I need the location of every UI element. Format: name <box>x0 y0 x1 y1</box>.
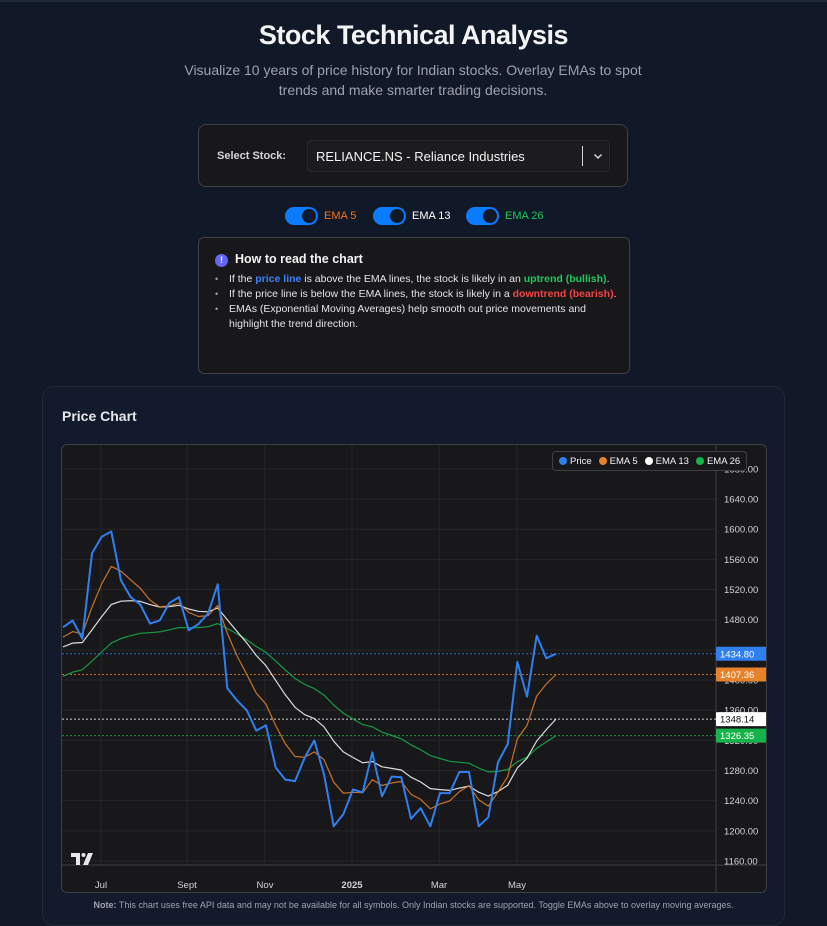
top-border <box>0 0 827 2</box>
svg-text:2025: 2025 <box>341 880 363 891</box>
how-to-read-card: ! How to read the chart If the price lin… <box>198 237 630 374</box>
toggle-ema-26[interactable]: EMA 26 <box>466 206 544 226</box>
toggle-ema-5[interactable]: EMA 5 <box>285 206 356 226</box>
ema-26-label: EMA 26 <box>505 210 544 222</box>
ema-5-label: EMA 5 <box>324 210 357 222</box>
svg-text:1434.80: 1434.80 <box>720 649 754 660</box>
stock-select-dropdown[interactable]: RELIANCE.NS - Reliance Industries <box>307 140 610 172</box>
legend-ema-26[interactable]: EMA 26 <box>695 456 740 467</box>
select-separator <box>582 146 583 166</box>
ema-toggles: EMA 5 EMA 13 EMA 26 <box>0 206 827 226</box>
svg-text:1348.14: 1348.14 <box>720 715 754 726</box>
svg-text:Mar: Mar <box>431 880 447 891</box>
ema-5-switch[interactable] <box>285 207 318 225</box>
ema-13-label: EMA 13 <box>412 210 451 222</box>
svg-text:1600.00: 1600.00 <box>724 525 758 536</box>
svg-text:1560.00: 1560.00 <box>724 555 758 566</box>
select-stock-label: Select Stock: <box>217 150 287 162</box>
legend-ema-5[interactable]: EMA 5 <box>598 456 638 467</box>
price-line-highlight: price line <box>255 273 302 285</box>
legend-price[interactable]: Price <box>559 456 592 467</box>
info-item-ema-explanation: EMAs (Exponential Moving Averages) help … <box>213 302 618 332</box>
chart-canvas[interactable]: 1160.001200.001240.001280.001320.001360.… <box>62 445 767 893</box>
ema-26-switch[interactable] <box>466 207 499 225</box>
svg-text:1480.00: 1480.00 <box>724 615 758 626</box>
svg-text:1407.36: 1407.36 <box>720 670 754 681</box>
svg-text:1240.00: 1240.00 <box>724 796 758 807</box>
info-item-downtrend: If the price line is below the EMA lines… <box>213 287 618 302</box>
svg-text:Nov: Nov <box>257 880 274 891</box>
info-list: If the price line is above the EMA lines… <box>213 272 618 332</box>
svg-text:Jul: Jul <box>95 880 107 891</box>
info-exclamation-icon: ! <box>215 254 228 267</box>
stock-selector-card: Select Stock: RELIANCE.NS - Reliance Ind… <box>198 124 628 187</box>
svg-text:1280.00: 1280.00 <box>724 766 758 777</box>
svg-text:1326.35: 1326.35 <box>720 731 754 742</box>
ema-13-switch[interactable] <box>373 207 406 225</box>
page-subtitle: Visualize 10 years of price history for … <box>184 62 642 98</box>
svg-text:1200.00: 1200.00 <box>724 826 758 837</box>
chart-title: Price Chart <box>62 408 137 424</box>
svg-text:1160.00: 1160.00 <box>724 857 758 868</box>
uptrend-highlight: uptrend (bullish) <box>523 273 607 285</box>
tradingview-logo-icon[interactable] <box>71 853 95 865</box>
info-item-uptrend: If the price line is above the EMA lines… <box>213 272 618 287</box>
svg-text:May: May <box>508 880 526 891</box>
svg-text:Sept: Sept <box>177 880 197 891</box>
chart-legend: Price EMA 5 EMA 13 EMA 26 <box>552 451 748 471</box>
svg-text:1360.00: 1360.00 <box>724 706 758 717</box>
svg-text:1520.00: 1520.00 <box>724 585 758 596</box>
chevron-down-icon[interactable] <box>591 149 605 163</box>
legend-ema-13[interactable]: EMA 13 <box>644 456 689 467</box>
selected-stock-value: RELIANCE.NS - Reliance Industries <box>316 149 525 164</box>
chart-note: Note: This chart uses free API data and … <box>93 900 734 910</box>
toggle-ema-13[interactable]: EMA 13 <box>373 206 451 226</box>
page-title: Stock Technical Analysis <box>258 20 569 50</box>
info-title: How to read the chart <box>235 252 363 266</box>
downtrend-highlight: downtrend (bearish) <box>512 288 614 300</box>
svg-text:1640.00: 1640.00 <box>724 495 758 506</box>
price-chart[interactable]: 1160.001200.001240.001280.001320.001360.… <box>61 444 767 893</box>
